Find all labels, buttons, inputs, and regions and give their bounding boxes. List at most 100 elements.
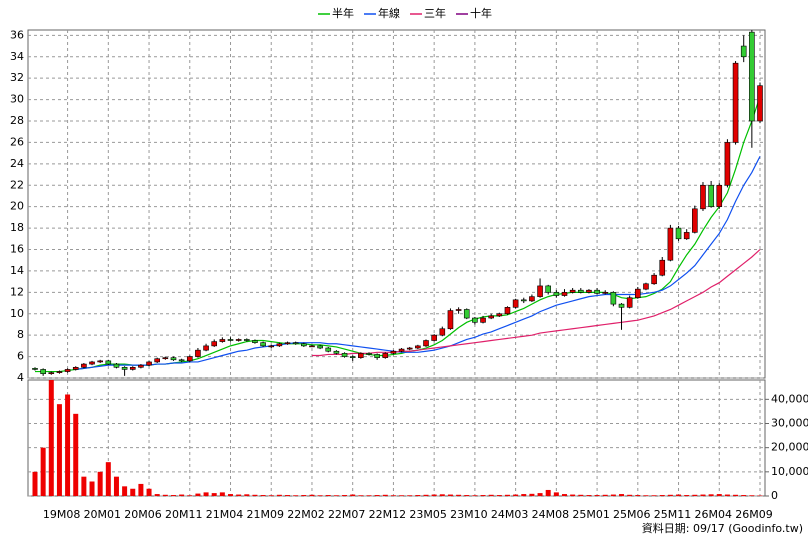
candle-body [105,360,112,365]
candle-body [48,372,55,375]
volume-bar [635,495,641,496]
footer: 資料日期: 09/17 (Goodinfo.tw) [642,521,803,535]
volume-bar [733,494,739,496]
volume-bar [708,494,714,496]
volume-bar [195,493,201,496]
volume-bar [570,494,576,496]
volume-bar [32,471,38,496]
candle-body [341,353,348,357]
y2-tick-label: 0 [771,489,778,502]
volume-bar [317,495,323,496]
price-panel [27,29,766,379]
volume-bar [244,494,250,496]
volume-bar [627,494,633,496]
candle-body [113,363,120,368]
volume-bar [113,476,119,496]
volume-bar [56,404,62,496]
candle-body [643,283,649,290]
volume-bar [40,447,46,496]
candle-body [602,292,609,294]
candle-body [561,292,568,296]
candle-body [740,45,747,58]
legend: 半年 年線 三年 十年 [318,6,492,20]
volume-bar [81,476,87,496]
candle-body [700,184,706,210]
volume-bar [89,481,95,496]
candle-body [292,342,299,345]
volume-bar [97,471,103,496]
candle-body [594,289,600,294]
x-tick-label: 21M04 [206,508,244,521]
candle-body [545,285,552,293]
candle-body [496,313,503,317]
volume-bar [749,495,755,496]
x-tick-label: 24M03 [491,508,529,521]
x-tick-label: 22M12 [369,508,407,521]
candle-body [235,339,242,341]
volume-bar [154,494,160,496]
y-tick-label: 12 [10,285,24,298]
candle-body [398,348,405,352]
volume-bar [415,495,421,496]
x-tick-label: 21M09 [246,508,284,521]
volume-bar [578,494,584,496]
candle-body [382,353,389,358]
candle-body [651,274,657,285]
candle-body [455,309,462,311]
volume-bar [399,495,405,496]
volume-bar [586,495,592,496]
candle-body [40,369,46,375]
candle-body [178,359,185,362]
y-tick-label: 22 [10,178,24,191]
volume-bar [643,495,649,496]
volume-bar [382,494,388,496]
y-tick-label: 30 [10,93,24,106]
volume-bar [179,494,185,496]
candle-body [227,339,234,341]
candle-body [692,208,698,233]
candle-body [89,361,95,365]
candle-body [325,347,332,352]
volume-bar [741,495,747,496]
volume-bar [236,494,242,496]
candle-body [463,309,470,319]
candle-body [683,232,690,240]
candle-body [268,345,275,348]
candle-body [659,259,666,276]
volume-bar [407,495,413,496]
candle-body [577,289,584,293]
candle-body [626,297,633,308]
candle-body [447,310,454,330]
volume-bar [285,495,291,496]
y2-tick-label: 40,000 [771,392,808,405]
volume-bar [146,488,152,496]
volume-bar [692,494,698,496]
volume-bar [358,495,364,496]
volume-bar [545,489,551,496]
y-tick-label: 4 [17,371,24,384]
candle-body [138,364,144,368]
candle-body [81,363,87,368]
volume-bar [659,495,665,496]
candle-body [219,339,226,342]
x-tick-label: 20M11 [165,508,203,521]
candle-body [162,357,169,360]
candle-body [186,356,193,362]
volume-bar [684,495,690,496]
volume-bar [333,495,339,496]
candle-body [260,342,266,347]
candle-body [146,361,152,366]
candle-body [724,142,731,186]
candle-body [618,303,625,308]
candle-body [675,227,682,240]
volume-bar [431,494,437,496]
candle-body [537,285,543,297]
volume-bar [162,494,168,496]
candle-body [317,345,323,349]
volume-bar [676,494,682,496]
y-tick-label: 24 [10,157,24,170]
ma-line [311,249,761,357]
candle-body [553,292,560,296]
volume-bar [130,488,136,496]
